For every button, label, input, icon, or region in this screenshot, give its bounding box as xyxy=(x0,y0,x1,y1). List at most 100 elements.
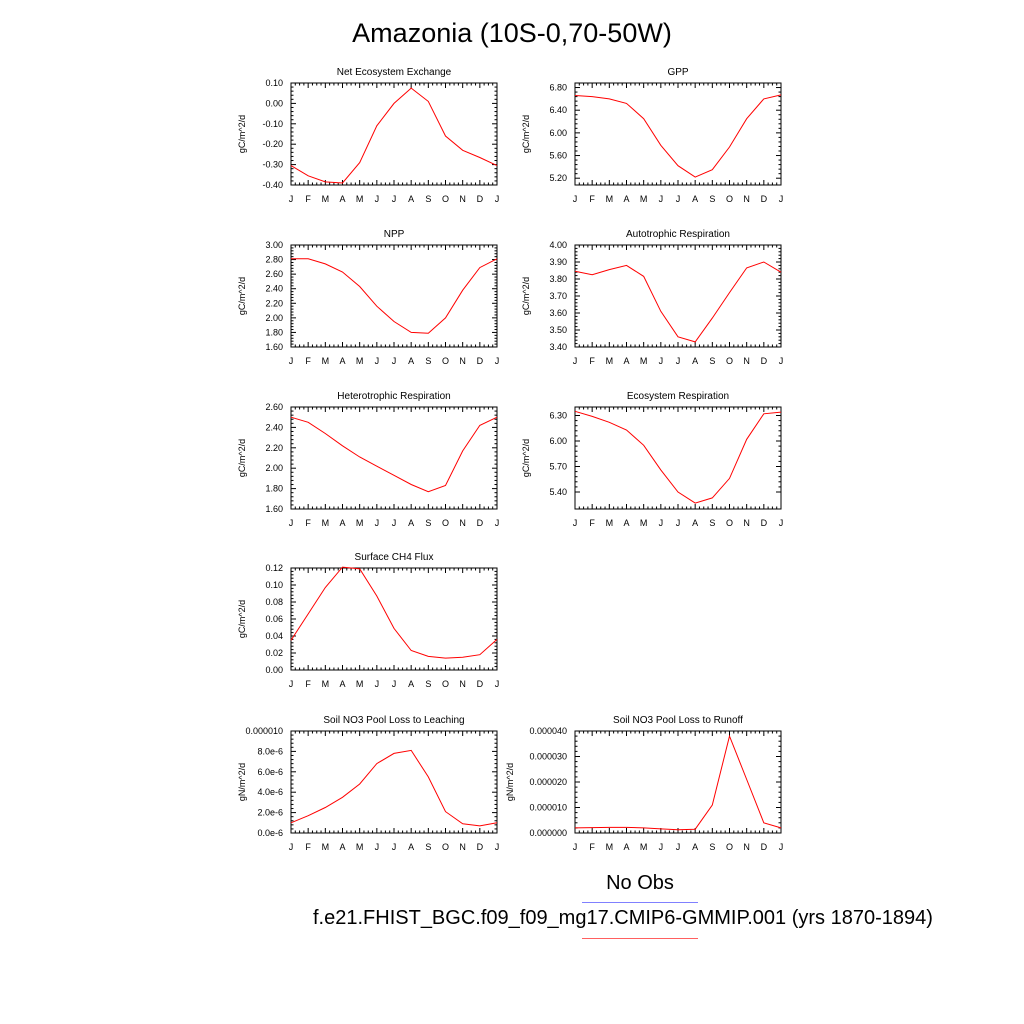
y-axis-label: gC/m^2/d xyxy=(521,439,531,477)
x-tick-label: M xyxy=(640,842,648,852)
y-tick-label: 0.04 xyxy=(265,631,283,641)
y-tick-label: 2.40 xyxy=(265,284,283,294)
y-tick-label: 2.0e-6 xyxy=(257,808,283,818)
y-tick-label: 4.0e-6 xyxy=(257,787,283,797)
x-tick-label: A xyxy=(339,518,345,528)
x-tick-label: J xyxy=(495,679,500,689)
y-tick-label: 2.20 xyxy=(265,443,283,453)
y-tick-label: 0.00 xyxy=(265,98,283,108)
x-tick-label: M xyxy=(356,842,364,852)
y-tick-label: 1.60 xyxy=(265,342,283,352)
x-tick-label: J xyxy=(495,194,500,204)
plot-frame xyxy=(290,406,498,510)
x-tick-label: O xyxy=(442,842,449,852)
legend-line-obs xyxy=(582,902,698,903)
panel-title: Ecosystem Respiration xyxy=(627,391,729,402)
x-tick-label: J xyxy=(659,518,664,528)
x-tick-label: F xyxy=(589,356,595,366)
y-tick-label: 3.60 xyxy=(549,308,567,318)
y-tick-label: -0.30 xyxy=(262,160,283,170)
x-tick-label: J xyxy=(289,356,294,366)
x-tick-label: A xyxy=(408,842,414,852)
legend-label-obs: No Obs xyxy=(606,872,674,894)
x-tick-label: J xyxy=(779,356,784,366)
y-tick-label: 0.02 xyxy=(265,648,283,658)
x-tick-label: J xyxy=(659,356,664,366)
series-line xyxy=(574,410,782,504)
x-tick-label: A xyxy=(623,356,629,366)
y-axis-label: gN/m^2/d xyxy=(505,763,515,801)
x-tick-label: J xyxy=(375,679,380,689)
x-tick-label: S xyxy=(425,194,431,204)
y-tick-label: -0.10 xyxy=(262,119,283,129)
x-tick-label: M xyxy=(640,356,648,366)
x-tick-label: O xyxy=(726,842,733,852)
x-tick-label: J xyxy=(289,679,294,689)
x-tick-label: A xyxy=(623,194,629,204)
series-line xyxy=(291,258,498,334)
x-tick-label: O xyxy=(442,518,449,528)
y-axis-label: gC/m^2/d xyxy=(237,115,247,153)
series-line xyxy=(290,566,498,659)
series-line xyxy=(290,87,498,184)
y-tick-label: 6.00 xyxy=(549,436,567,446)
plot-frame xyxy=(574,406,782,510)
x-tick-label: N xyxy=(743,356,750,366)
x-tick-label: F xyxy=(589,518,595,528)
x-tick-label: J xyxy=(779,518,784,528)
y-tick-label: 2.00 xyxy=(265,313,283,323)
x-tick-label: J xyxy=(676,194,681,204)
x-tick-label: A xyxy=(408,518,414,528)
x-tick-label: J xyxy=(676,518,681,528)
x-tick-label: S xyxy=(709,194,715,204)
y-tick-label: 6.00 xyxy=(549,128,567,138)
x-tick-label: J xyxy=(659,842,664,852)
x-tick-label: J xyxy=(573,518,578,528)
plot-frame xyxy=(290,82,498,186)
x-tick-label: A xyxy=(692,842,698,852)
x-tick-label: M xyxy=(322,194,330,204)
x-tick-label: N xyxy=(459,679,466,689)
x-tick-label: D xyxy=(477,842,484,852)
x-tick-label: O xyxy=(442,356,449,366)
panel-title: Autotrophic Respiration xyxy=(626,229,730,240)
x-tick-label: S xyxy=(425,679,431,689)
y-tick-label: 4.00 xyxy=(549,240,567,250)
x-tick-label: N xyxy=(743,518,750,528)
x-tick-label: D xyxy=(477,194,484,204)
panel-title: Soil NO3 Pool Loss to Leaching xyxy=(323,715,464,726)
y-tick-label: 3.50 xyxy=(549,325,567,335)
x-tick-label: M xyxy=(322,679,330,689)
y-tick-label: 0.10 xyxy=(265,580,283,590)
x-tick-label: J xyxy=(779,842,784,852)
y-axis-label: gC/m^2/d xyxy=(237,277,247,315)
x-tick-label: D xyxy=(477,518,484,528)
x-tick-label: J xyxy=(676,356,681,366)
y-tick-label: 5.20 xyxy=(549,173,567,183)
x-tick-label: A xyxy=(339,194,345,204)
panel-title: Surface CH4 Flux xyxy=(355,552,434,563)
x-tick-label: M xyxy=(606,356,614,366)
x-tick-label: J xyxy=(659,194,664,204)
y-tick-label: 5.60 xyxy=(549,151,567,161)
y-axis-label: gC/m^2/d xyxy=(521,277,531,315)
x-tick-label: D xyxy=(761,842,768,852)
y-tick-label: 0.10 xyxy=(265,78,283,88)
x-tick-label: F xyxy=(589,194,595,204)
y-tick-label: 8.0e-6 xyxy=(257,746,283,756)
panel-title: Net Ecosystem Exchange xyxy=(337,67,452,78)
panel-title: Soil NO3 Pool Loss to Runoff xyxy=(613,715,743,726)
y-tick-label: 2.20 xyxy=(265,298,283,308)
series-line xyxy=(574,734,782,831)
x-tick-label: D xyxy=(761,518,768,528)
x-tick-label: O xyxy=(442,194,449,204)
x-tick-label: F xyxy=(305,518,311,528)
x-tick-label: A xyxy=(408,194,414,204)
y-tick-label: 0.06 xyxy=(265,614,283,624)
x-tick-label: M xyxy=(322,518,330,528)
x-tick-label: S xyxy=(709,842,715,852)
x-tick-label: J xyxy=(375,842,380,852)
panel-title: NPP xyxy=(384,229,405,240)
x-tick-label: A xyxy=(339,356,345,366)
